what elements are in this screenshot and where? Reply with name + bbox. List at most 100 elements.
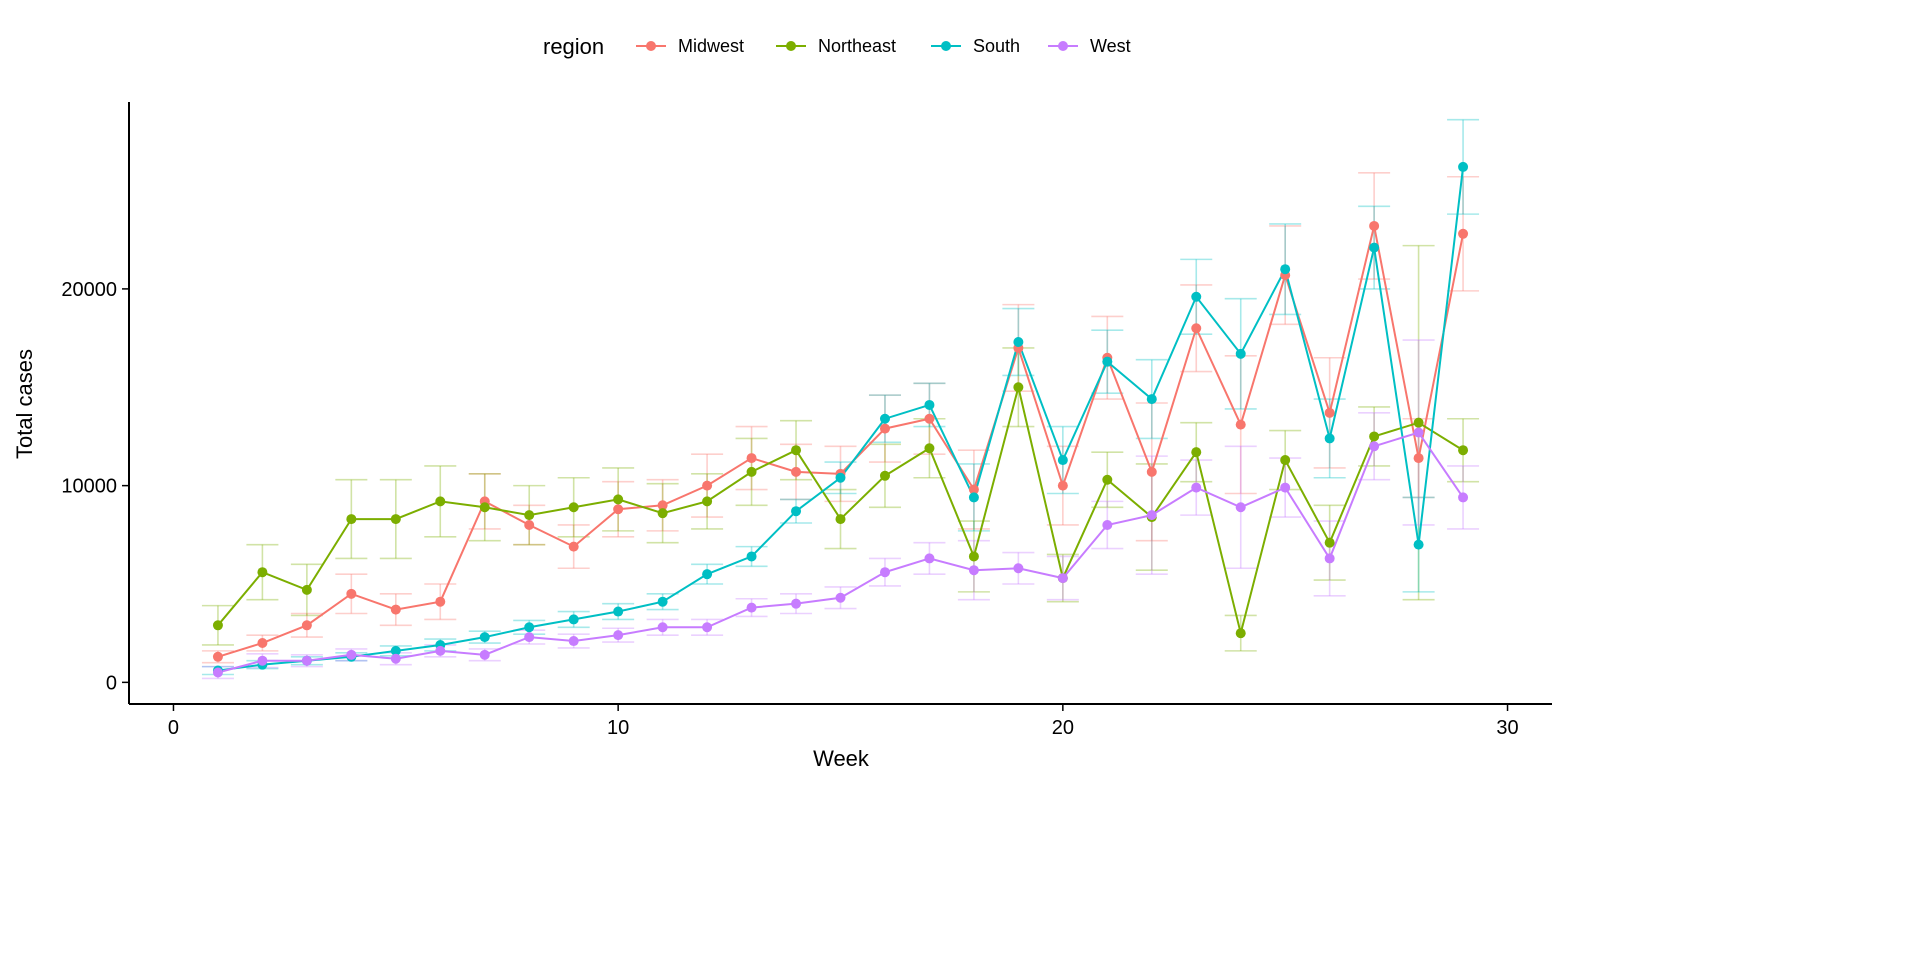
legend-label: South bbox=[973, 36, 1020, 56]
legend-item-northeast: Northeast bbox=[776, 36, 896, 56]
legend-key-point bbox=[786, 41, 796, 51]
data-point bbox=[1235, 628, 1246, 639]
data-point bbox=[1102, 356, 1113, 367]
data-point bbox=[1057, 455, 1068, 466]
data-point bbox=[968, 492, 979, 503]
data-point bbox=[702, 496, 713, 507]
x-axis-title: Week bbox=[813, 746, 870, 771]
data-point bbox=[479, 632, 490, 643]
data-point bbox=[390, 604, 401, 615]
data-point bbox=[1324, 407, 1335, 418]
data-point bbox=[924, 553, 935, 564]
data-point bbox=[346, 514, 357, 525]
data-point bbox=[1280, 482, 1291, 493]
x-tick-label: 10 bbox=[607, 717, 629, 739]
data-point bbox=[1057, 480, 1068, 491]
data-point bbox=[791, 598, 802, 609]
data-point bbox=[879, 423, 890, 434]
data-point bbox=[568, 636, 579, 647]
data-point bbox=[568, 541, 579, 552]
legend-title: region bbox=[543, 34, 604, 59]
data-point bbox=[1146, 510, 1157, 521]
data-point bbox=[390, 514, 401, 525]
data-point bbox=[212, 620, 223, 631]
data-point bbox=[791, 466, 802, 477]
chart-canvas: region Midwest Northeast South West 0 10 20 30… bbox=[12, 34, 1552, 771]
y-tick-label: 10000 bbox=[61, 476, 117, 498]
data-point bbox=[1413, 539, 1424, 550]
data-point bbox=[1013, 563, 1024, 574]
data-point bbox=[1413, 417, 1424, 428]
data-point bbox=[1369, 242, 1380, 253]
data-point bbox=[1458, 228, 1469, 239]
data-point bbox=[1102, 519, 1113, 530]
legend-items: Midwest Northeast South West bbox=[636, 36, 1131, 56]
data-point bbox=[346, 588, 357, 599]
legend-key-point bbox=[1058, 41, 1068, 51]
data-point bbox=[1191, 447, 1202, 458]
data-point bbox=[702, 569, 713, 580]
data-point bbox=[746, 602, 757, 613]
data-point bbox=[1057, 573, 1068, 584]
data-point bbox=[524, 632, 535, 643]
series-points bbox=[212, 161, 1469, 678]
data-point bbox=[301, 584, 312, 595]
legend-item-west: West bbox=[1048, 36, 1131, 56]
data-point bbox=[479, 649, 490, 660]
data-point bbox=[1413, 427, 1424, 438]
data-point bbox=[346, 649, 357, 660]
legend-label: Midwest bbox=[678, 36, 744, 56]
data-point bbox=[879, 413, 890, 424]
data-point bbox=[435, 645, 446, 656]
data-point bbox=[524, 519, 535, 530]
data-point bbox=[791, 445, 802, 456]
data-point bbox=[1324, 433, 1335, 444]
data-point bbox=[613, 606, 624, 617]
data-point bbox=[746, 551, 757, 562]
legend-key-point bbox=[941, 41, 951, 51]
data-point bbox=[657, 596, 668, 607]
data-point bbox=[613, 494, 624, 505]
data-point bbox=[968, 551, 979, 562]
data-point bbox=[257, 655, 268, 666]
data-point bbox=[568, 614, 579, 625]
legend-label: Northeast bbox=[818, 36, 896, 56]
data-point bbox=[1146, 466, 1157, 477]
data-point bbox=[212, 651, 223, 662]
data-point bbox=[835, 514, 846, 525]
data-point bbox=[479, 502, 490, 513]
data-point bbox=[746, 466, 757, 477]
data-point bbox=[1280, 264, 1291, 275]
data-point bbox=[435, 496, 446, 507]
data-point bbox=[1369, 431, 1380, 442]
data-point bbox=[657, 622, 668, 633]
data-point bbox=[1102, 474, 1113, 485]
data-point bbox=[968, 484, 979, 495]
x-tick-label: 0 bbox=[168, 717, 179, 739]
y-tick-label: 20000 bbox=[61, 279, 117, 301]
data-point bbox=[1280, 455, 1291, 466]
data-point bbox=[879, 470, 890, 481]
legend-item-south: South bbox=[931, 36, 1020, 56]
data-point bbox=[1191, 323, 1202, 334]
data-point bbox=[390, 653, 401, 664]
data-point bbox=[1013, 337, 1024, 348]
data-point bbox=[879, 567, 890, 578]
legend-label: West bbox=[1090, 36, 1131, 56]
x-ticks: 0 10 20 30 bbox=[168, 704, 1519, 739]
data-point bbox=[1369, 441, 1380, 452]
legend: region Midwest Northeast South West bbox=[543, 34, 1131, 59]
data-point bbox=[924, 413, 935, 424]
data-point bbox=[1413, 453, 1424, 464]
data-point bbox=[924, 443, 935, 454]
data-point bbox=[702, 480, 713, 491]
legend-key-point bbox=[646, 41, 656, 51]
data-point bbox=[835, 472, 846, 483]
data-point bbox=[257, 567, 268, 578]
data-point bbox=[1369, 220, 1380, 231]
data-point bbox=[1191, 291, 1202, 302]
x-tick-label: 30 bbox=[1496, 717, 1518, 739]
data-point bbox=[1146, 394, 1157, 405]
data-point bbox=[702, 622, 713, 633]
data-point bbox=[1013, 382, 1024, 393]
